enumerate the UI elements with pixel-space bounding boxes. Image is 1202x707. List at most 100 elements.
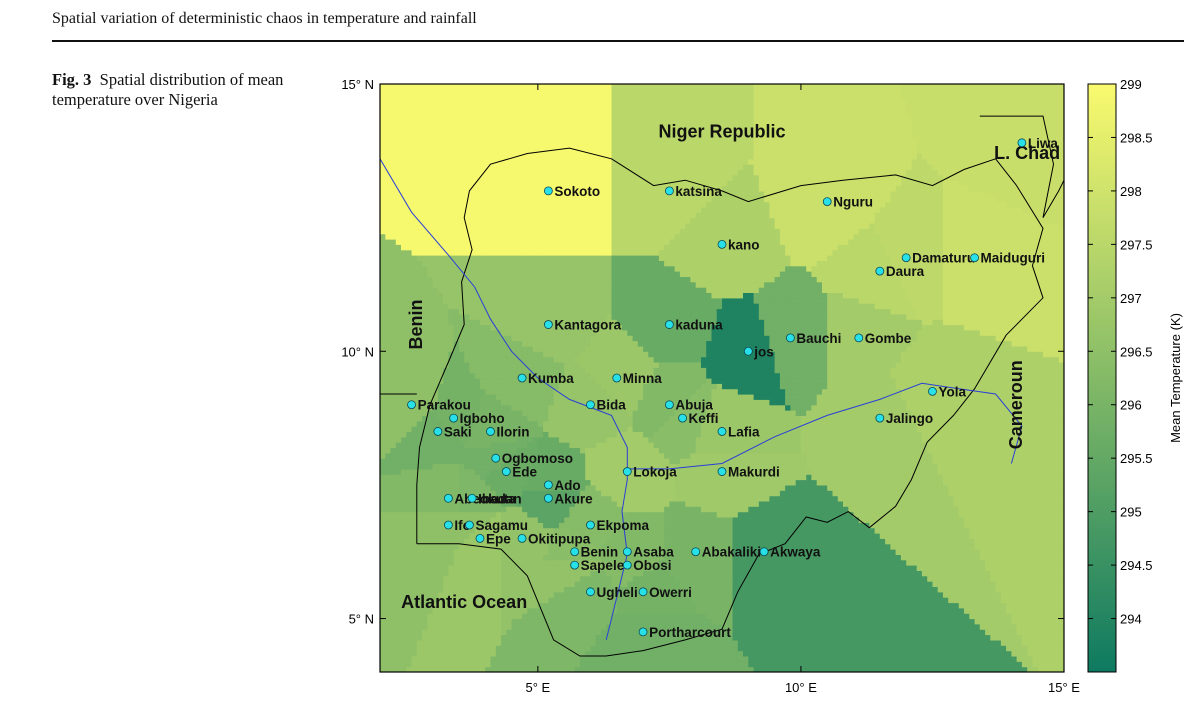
station-marker — [638, 627, 648, 637]
y-tick-label: 15° N — [341, 77, 374, 92]
station-label: Yola — [938, 384, 966, 399]
station-marker — [407, 400, 416, 410]
station-marker — [717, 427, 727, 436]
colorbar-tick-label: 295 — [1120, 505, 1142, 520]
station-benin: Benin — [570, 545, 618, 560]
station-label: Maiduguri — [981, 251, 1046, 266]
station-asaba: Asaba — [622, 545, 674, 560]
station-label: Ogbomoso — [502, 451, 573, 466]
station-yola: Yola — [928, 384, 966, 399]
station-maiduguri: Maiduguri — [970, 251, 1046, 266]
station-ilorin: Ilorin — [486, 424, 529, 439]
station-label: Ado — [554, 478, 580, 493]
colorbar-tick-label: 296.5 — [1120, 344, 1153, 359]
station-jos: jos — [743, 344, 774, 359]
station-saki: Saki — [433, 424, 472, 439]
station-label: kaduna — [675, 318, 723, 333]
colorbar-tick-label: 295.5 — [1120, 451, 1153, 466]
station-lokoja: Lokoja — [622, 465, 677, 480]
station-marker — [622, 467, 632, 476]
station-label: Igboho — [460, 411, 505, 426]
station-marker — [570, 547, 580, 557]
station-marker — [664, 400, 674, 410]
station-kantagora: Kantagora — [543, 318, 622, 333]
station-label: Asaba — [633, 545, 674, 560]
station-marker — [517, 373, 527, 383]
station-marker — [928, 386, 937, 396]
station-label: Gombe — [865, 331, 912, 346]
station-label: Ekpoma — [596, 518, 649, 533]
station-marker — [638, 587, 648, 597]
station-marker — [449, 413, 459, 423]
station-label: Kantagora — [554, 318, 621, 333]
station-ogbomoso: Ogbomoso — [491, 451, 573, 466]
station-nguru: Nguru — [822, 195, 873, 210]
y-tick-label: 5° N — [349, 612, 374, 627]
station-label: Epe — [486, 531, 511, 546]
station-marker — [970, 253, 979, 263]
station-label: Owerri — [649, 585, 692, 600]
station-ibadan: Ibadan — [467, 491, 522, 506]
colorbar-label: Mean Temperature (K) — [1168, 313, 1183, 443]
station-marker — [433, 427, 443, 436]
station-katsina: katsina — [664, 184, 722, 199]
station-daura: Daura — [875, 264, 925, 279]
station-marker — [543, 186, 553, 196]
colorbar — [1087, 83, 1117, 673]
y-tick-label: 10° N — [341, 344, 374, 359]
colorbar-tick-label: 294.5 — [1120, 558, 1153, 573]
station-parakou: Parakou — [407, 398, 471, 413]
station-label: Saki — [444, 424, 472, 439]
station-ugheli: Ugheli — [586, 585, 638, 600]
station-label: Ugheli — [596, 585, 637, 600]
station-label: Portharcourt — [649, 625, 731, 640]
x-tick-label: 5° E — [525, 680, 550, 695]
station-label: Damaturu — [912, 251, 975, 266]
station-marker — [691, 547, 701, 557]
station-marker — [467, 493, 477, 503]
station-keffi: Keffi — [678, 411, 719, 426]
figure-caption-text: Spatial distribution of mean temperature… — [52, 70, 284, 109]
station-marker — [491, 453, 501, 463]
station-akure: Akure — [543, 491, 593, 506]
station-label: Abuja — [675, 398, 713, 413]
station-marker — [875, 413, 885, 423]
station-abakaliki: Abakaliki — [691, 545, 761, 560]
region-label: Atlantic Ocean — [401, 592, 527, 612]
colorbar-tick-label: 296 — [1120, 398, 1142, 413]
station-marker — [543, 480, 553, 490]
niger-river — [380, 158, 628, 641]
station-marker — [622, 560, 632, 570]
station-kaduna: kaduna — [664, 318, 723, 333]
station-marker — [822, 197, 832, 207]
region-label: Cameroun — [1006, 360, 1026, 449]
station-label: Makurdi — [728, 465, 780, 480]
station-marker — [901, 253, 911, 263]
station-label: Lokoja — [633, 465, 677, 480]
station-marker — [717, 467, 727, 476]
station-label: Ede — [512, 465, 537, 480]
station-label: Ibadan — [478, 491, 522, 506]
station-marker — [465, 520, 474, 530]
station-bauchi: Bauchi — [786, 331, 841, 346]
region-label: L. Chad — [994, 143, 1060, 163]
station-kumba: Kumba — [517, 371, 574, 386]
station-akwaya: Akwaya — [759, 545, 821, 560]
station-label: Nguru — [833, 195, 873, 210]
station-marker — [717, 239, 727, 249]
chad-border — [1042, 179, 1064, 218]
station-marker — [664, 186, 674, 196]
station-marker — [759, 547, 769, 557]
station-marker — [570, 560, 580, 570]
station-label: Sagamu — [475, 518, 528, 533]
station-okitipupa: Okitipupa — [517, 531, 591, 546]
station-bida: Bida — [586, 398, 626, 413]
station-marker — [854, 333, 864, 343]
station-marker — [586, 520, 595, 530]
running-title: Spatial variation of deterministic chaos… — [52, 10, 477, 27]
station-marker — [622, 547, 632, 557]
colorbar-tick-label: 297 — [1120, 291, 1142, 306]
station-label: Obosi — [633, 558, 671, 573]
station-label: Sapele — [581, 558, 625, 573]
nigeria-border — [416, 147, 1044, 657]
